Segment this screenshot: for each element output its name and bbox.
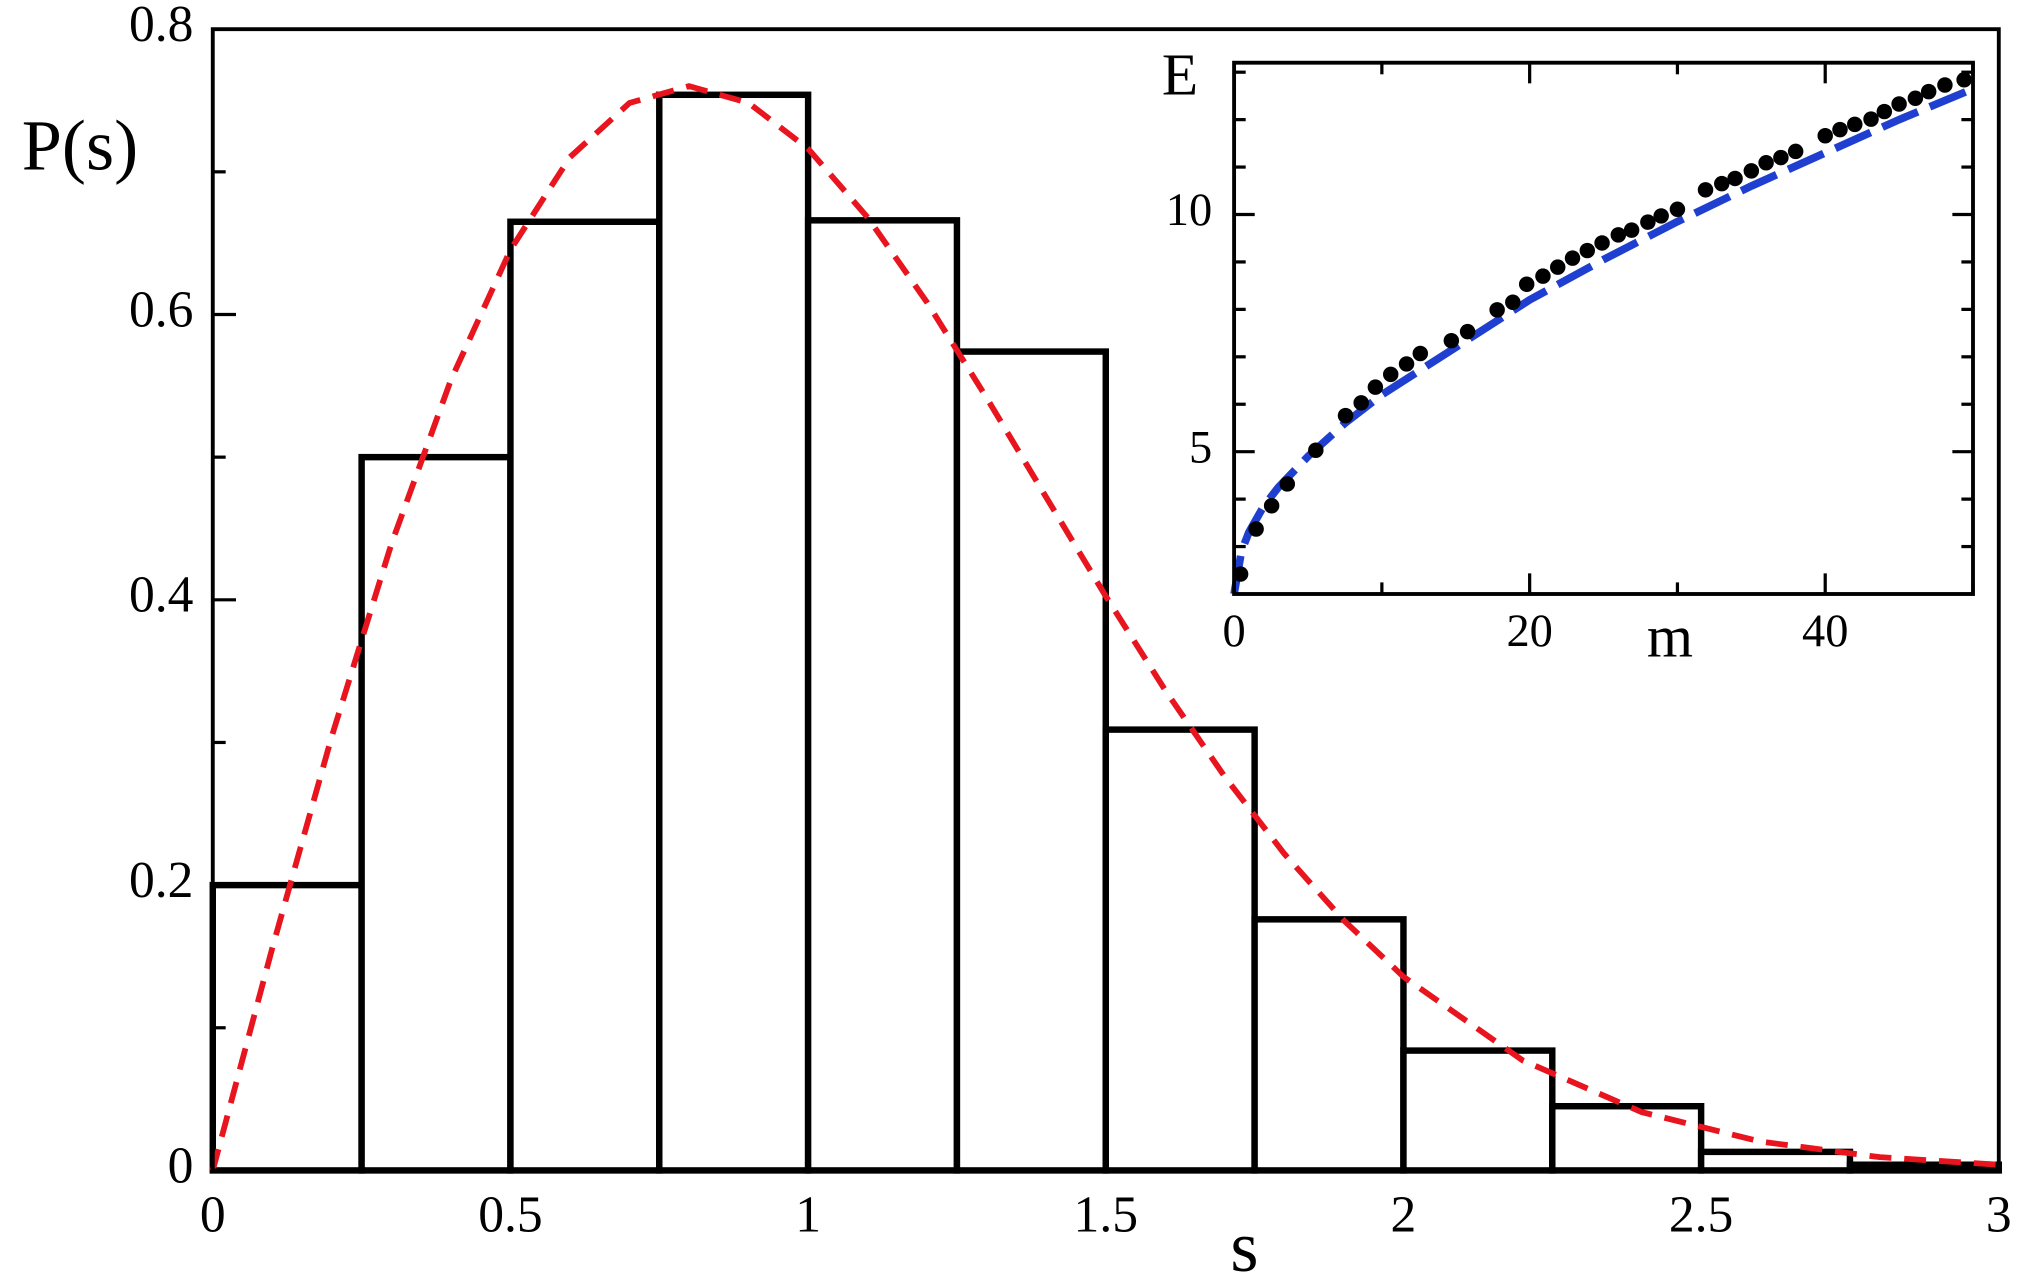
bar <box>953 348 1110 1174</box>
data-point <box>1891 96 1907 112</box>
y-tick-label: 0.6 <box>129 281 193 338</box>
data-point <box>1787 143 1804 160</box>
data-point <box>1863 111 1879 127</box>
x-tick-label: 3 <box>1986 1186 2012 1243</box>
data-point <box>1773 149 1789 166</box>
x-tick-label: 0 <box>1222 606 1245 657</box>
data-point <box>1232 566 1249 582</box>
data-point <box>1535 268 1551 284</box>
bar <box>1549 1103 1705 1174</box>
bar <box>358 453 514 1174</box>
x-tick-label: 40 <box>1802 606 1848 657</box>
data-point <box>1653 208 1669 224</box>
data-point <box>1697 182 1714 198</box>
data-point <box>1353 395 1369 411</box>
data-point <box>1832 121 1848 138</box>
x-tick-label: 20 <box>1506 606 1552 657</box>
data-point <box>1907 90 1924 107</box>
data-point <box>1920 83 1937 100</box>
data-point <box>1876 103 1893 120</box>
bar <box>1102 726 1258 1174</box>
x-tick-label: 1.5 <box>1074 1186 1138 1243</box>
data-point <box>1594 235 1610 251</box>
plot-frame <box>1232 60 1975 596</box>
y-tick-label: 5 <box>1189 422 1212 473</box>
data-point <box>1398 356 1415 372</box>
y-tick-label: 0.2 <box>129 852 193 909</box>
y-tick-label: 0.4 <box>129 567 193 624</box>
data-point <box>1743 163 1760 179</box>
data-point <box>1640 214 1656 230</box>
fit-curve <box>209 83 1999 1172</box>
y-axis-label: E <box>1162 41 1198 107</box>
x-tick-label: 0.5 <box>478 1186 542 1243</box>
data-point <box>1459 323 1476 340</box>
bar <box>1697 1148 1854 1174</box>
data-point <box>1367 379 1384 395</box>
bar <box>804 217 961 1174</box>
data-point <box>1263 498 1280 514</box>
data-point <box>1518 276 1535 292</box>
bar <box>507 218 663 1174</box>
data-point <box>1758 155 1774 171</box>
x-tick-label: 2 <box>1391 1186 1417 1243</box>
x-tick-label: 0 <box>200 1186 226 1243</box>
data-point <box>1248 521 1264 537</box>
data-point <box>1937 77 1953 93</box>
data-point <box>1383 366 1399 383</box>
data-point <box>1564 250 1581 266</box>
data-point <box>1847 116 1863 133</box>
y-axis-label: P(s) <box>22 106 138 186</box>
bar <box>656 91 812 1174</box>
x-tick-label: 2.5 <box>1669 1186 1733 1243</box>
bar <box>1400 1047 1556 1174</box>
data-point <box>1443 332 1460 349</box>
data-point <box>1337 407 1354 424</box>
data-point <box>1610 227 1627 243</box>
data-point <box>1956 72 1972 88</box>
data-point <box>1579 242 1596 259</box>
x-axis-label: m <box>1647 604 1693 670</box>
data-point <box>1279 476 1296 492</box>
data-point <box>1817 128 1833 144</box>
fit-curve <box>1230 85 1975 595</box>
x-axis-label: s <box>1230 1207 1258 1286</box>
y-tick-label: 0.8 <box>129 0 193 53</box>
data-point <box>1669 201 1686 218</box>
data-point <box>1505 294 1521 310</box>
data-point <box>1727 170 1743 187</box>
data-point <box>1489 302 1505 318</box>
data-point <box>1308 442 1324 459</box>
data-point <box>1714 175 1730 192</box>
data-point <box>1549 259 1566 275</box>
bar <box>209 881 365 1174</box>
data-point <box>1412 345 1429 362</box>
y-tick-label: 0 <box>168 1137 194 1194</box>
x-tick-label: 1 <box>795 1186 821 1243</box>
data-point <box>1623 222 1640 238</box>
y-tick-label: 10 <box>1166 185 1212 236</box>
